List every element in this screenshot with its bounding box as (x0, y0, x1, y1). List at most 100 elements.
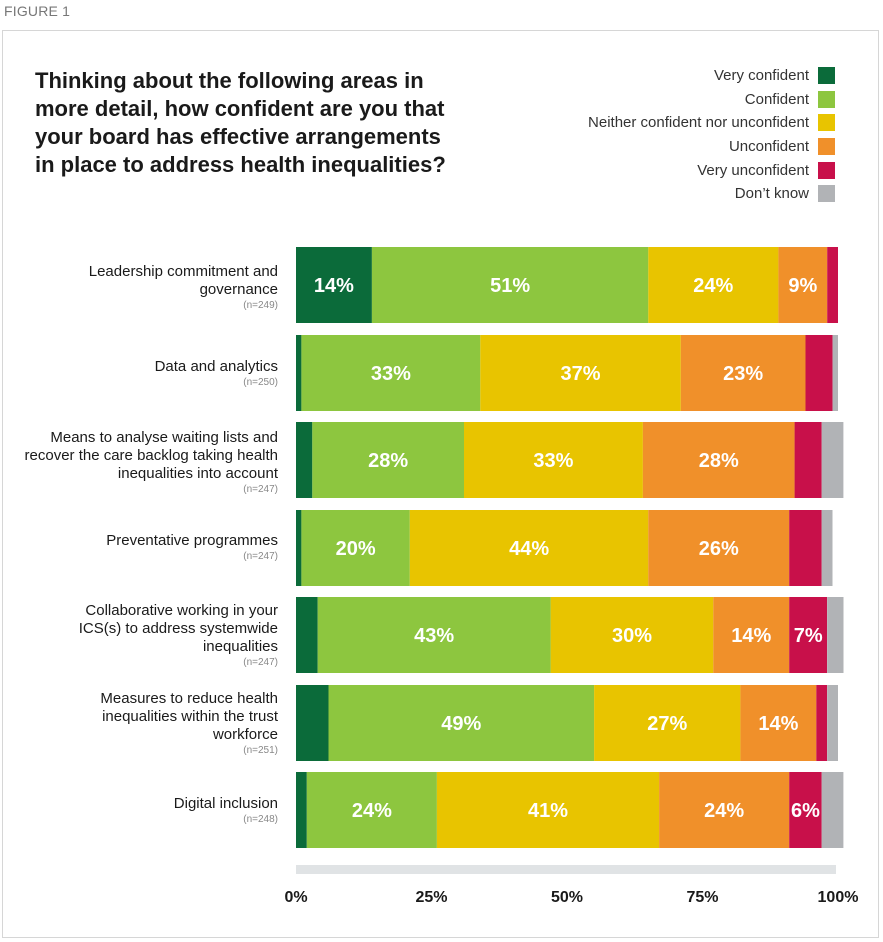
bar-row: 24% 41% 24% 6% (296, 772, 844, 848)
legend-label: Unconfident (728, 138, 809, 156)
category-sample-size: (n=251) (243, 745, 278, 756)
bar-segment (821, 772, 844, 848)
bar-segment (296, 422, 313, 498)
legend-swatch (818, 161, 835, 179)
bar-row: 43% 30% 14% 7% (296, 597, 844, 673)
legend-label: Very confident (713, 67, 809, 85)
x-tick-label: 100% (818, 889, 859, 906)
bar-segment (789, 772, 822, 848)
bar-segment (642, 422, 795, 498)
data-label: 33% (533, 450, 573, 472)
bar-segment (816, 685, 828, 761)
data-label: 7% (794, 625, 823, 647)
bar-segment (436, 772, 660, 848)
bar-segment (832, 335, 838, 411)
x-tick-label: 25% (415, 889, 447, 906)
bar-segment (296, 597, 318, 673)
legend-label: Don’t know (734, 185, 809, 203)
data-label: 41% (528, 800, 568, 822)
bar-row: 14% 51% 24% 9% (296, 247, 838, 323)
data-label: 49% (441, 713, 481, 735)
bar-segment (648, 247, 779, 323)
legend-label: Neither confident nor unconfident (588, 114, 809, 132)
legend-swatch (818, 114, 835, 132)
bar-segment (301, 335, 481, 411)
bar-row: 28% 33% 28% (296, 422, 844, 498)
bar-row: 20% 44% 26% (296, 510, 833, 586)
category-sample-size: (n=249) (243, 300, 278, 311)
data-label: 24% (352, 800, 392, 822)
bar-segment (296, 335, 302, 411)
x-tick-label: 50% (551, 889, 583, 906)
category-name: Leadership commitment and governance (88, 263, 278, 298)
bar-segment (296, 510, 302, 586)
bar-segment (409, 510, 649, 586)
bar-row: 33% 37% 23% (296, 335, 838, 411)
legend-item: Neither confident nor unconfident (588, 111, 835, 135)
bar-segment (648, 510, 790, 586)
bar-segment (306, 772, 437, 848)
data-label: 30% (612, 625, 652, 647)
bar-segment (794, 422, 822, 498)
bar-segment (296, 685, 329, 761)
data-label: 24% (704, 800, 744, 822)
figure-frame (2, 30, 879, 938)
data-label: 51% (490, 275, 530, 297)
bar-segment (740, 685, 817, 761)
bar-segment (296, 247, 372, 323)
data-label: 14% (731, 625, 771, 647)
category-label: Collaborative working in your ICS(s) to … (78, 602, 278, 669)
bar-segment (659, 772, 790, 848)
bar-segment (464, 422, 643, 498)
category-sample-size: (n=247) (243, 657, 278, 668)
legend-item: Very confident (588, 64, 835, 88)
legend-item: Confident (588, 88, 835, 112)
bar-row: 49% 27% 14% (296, 685, 838, 761)
legend-swatch (818, 90, 835, 108)
legend-swatch (818, 67, 835, 85)
x-tick-label: 75% (686, 889, 718, 906)
bar-segment (328, 685, 595, 761)
data-label: 14% (314, 275, 354, 297)
data-label: 43% (414, 625, 454, 647)
category-label: Means to analyse waiting lists and recov… (23, 429, 278, 496)
legend: Very confident Confident Neither confide… (588, 64, 835, 206)
data-label: 44% (509, 538, 549, 560)
bar-segment (713, 597, 790, 673)
legend-item: Don’t know (588, 182, 835, 206)
bar-segment (550, 597, 714, 673)
category-sample-size: (n=247) (243, 484, 278, 495)
bar-segment (827, 597, 844, 673)
legend-label: Confident (744, 90, 809, 108)
data-label: 20% (336, 538, 376, 560)
data-label: 28% (368, 450, 408, 472)
bar-segment (317, 597, 551, 673)
category-name: Preventative programmes (106, 532, 278, 549)
category-sample-size: (n=247) (243, 551, 278, 562)
category-label: Leadership commitment and governance (n=… (18, 263, 278, 312)
category-name: Means to analyse waiting lists and recov… (24, 429, 278, 482)
category-label: Measures to reduce health inequalities w… (73, 690, 278, 757)
data-label: 28% (699, 450, 739, 472)
legend-swatch (818, 138, 835, 156)
bar-segment (827, 247, 838, 323)
bar-segment (778, 247, 828, 323)
category-label: Data and analytics (n=250) (18, 358, 278, 389)
legend-label: Very unconfident (697, 161, 809, 179)
bar-segment (480, 335, 681, 411)
data-label: 24% (693, 275, 733, 297)
data-label: 9% (788, 275, 817, 297)
bar-segment (371, 247, 649, 323)
data-label: 14% (758, 713, 798, 735)
category-label: Digital inclusion (n=248) (18, 795, 278, 826)
bar-segment (594, 685, 741, 761)
x-axis-bar (296, 865, 836, 874)
bar-segment (296, 772, 307, 848)
bar-segment (821, 510, 833, 586)
category-name: Measures to reduce health inequalities w… (100, 690, 278, 743)
bar-segment (827, 685, 838, 761)
bar-segment (789, 597, 828, 673)
chart-title: Thinking about the following areas in mo… (35, 68, 446, 177)
category-sample-size: (n=248) (243, 814, 278, 825)
